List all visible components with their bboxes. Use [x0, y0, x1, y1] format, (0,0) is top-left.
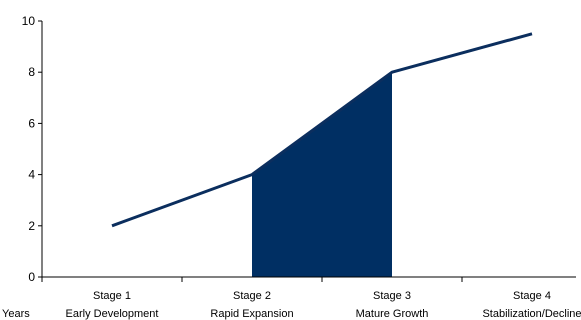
x-category-description: Rapid Expansion: [210, 308, 293, 320]
shaded-area: [252, 72, 392, 277]
y-tick-label: 8: [28, 65, 35, 79]
y-tick-label: 10: [22, 14, 36, 28]
y-tick-label: 6: [28, 116, 35, 130]
x-category-description: Stabilization/Decline: [482, 308, 581, 320]
x-tick-label: Stage 1: [93, 290, 131, 302]
x-tick-label: Stage 2: [233, 290, 271, 302]
axes: [38, 20, 576, 282]
x-category-description: Mature Growth: [356, 308, 429, 320]
y-tick-label: 2: [28, 219, 35, 233]
shaded-area-layer: [252, 72, 392, 277]
x-tick-label: Stage 4: [513, 290, 551, 302]
axis-labels: 0 2 4 6 8 10 Stage 1 Stage 2 Stage 3 Stage 4 Early…: [2, 14, 581, 320]
x-axis-title: Years: [2, 308, 30, 320]
y-tick-label: 0: [28, 270, 35, 284]
x-tick-label: Stage 3: [373, 290, 411, 302]
series-line-layer: [111, 32, 533, 228]
y-tick-label: 4: [28, 168, 35, 182]
x-category-description: Early Development: [66, 308, 159, 320]
series-line: [111, 32, 533, 228]
